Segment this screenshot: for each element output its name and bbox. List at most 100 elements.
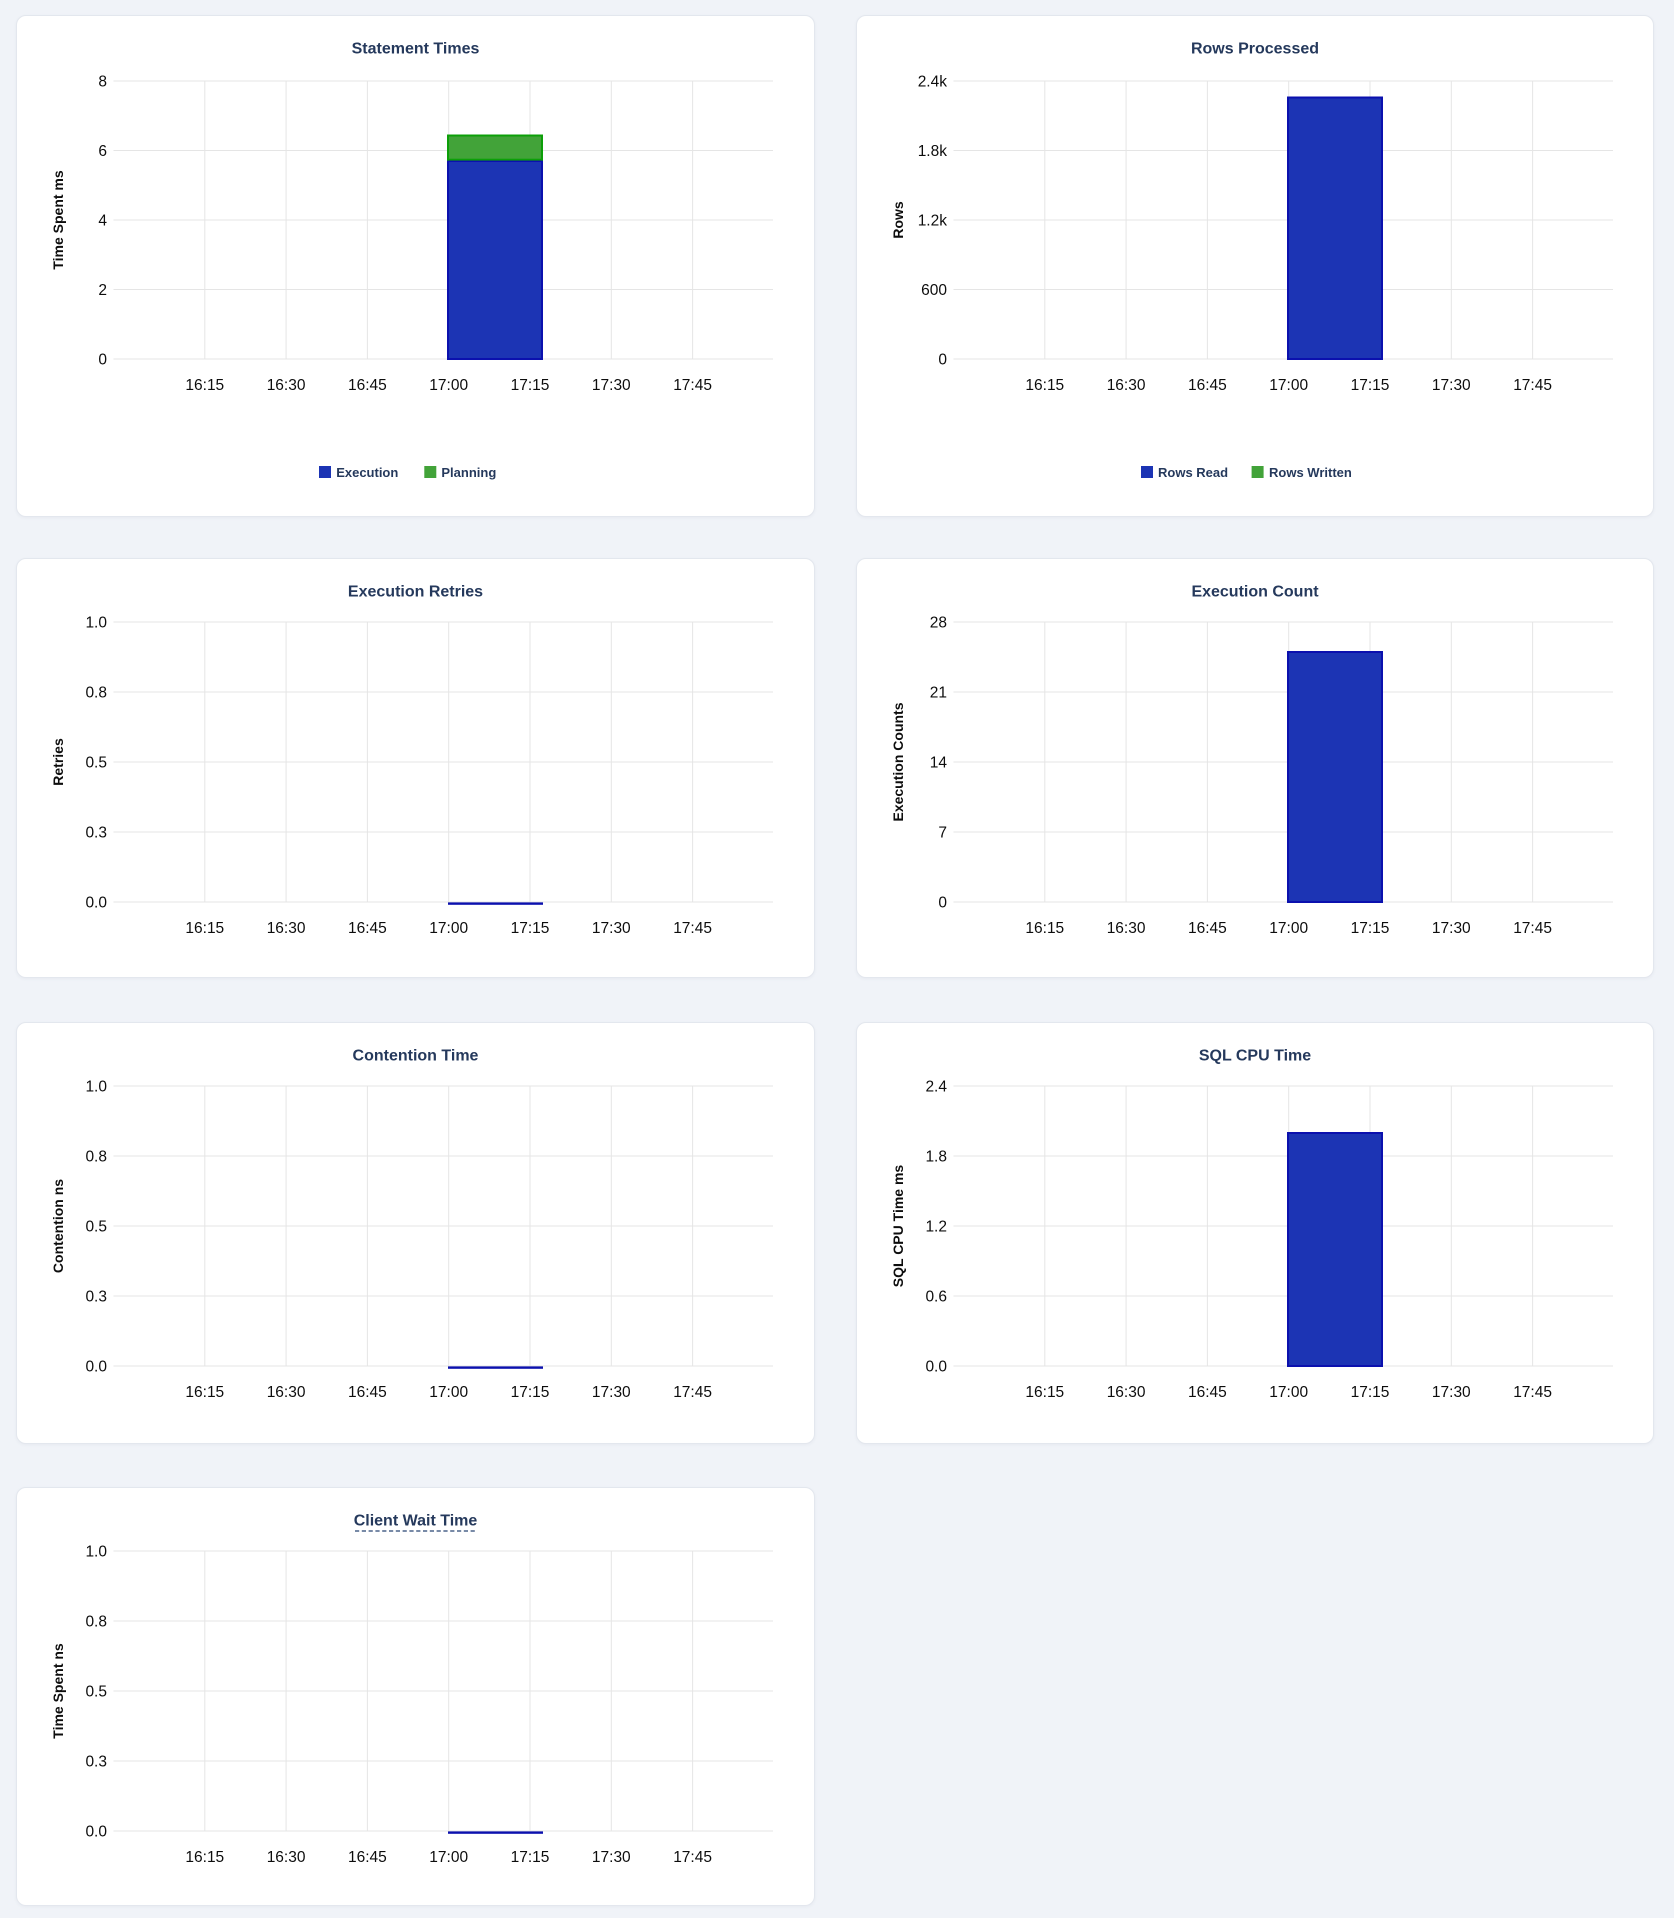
svg-text:16:15: 16:15 [185, 1849, 224, 1866]
svg-text:16:15: 16:15 [1025, 920, 1064, 937]
svg-text:1.8k: 1.8k [918, 143, 948, 160]
svg-text:Time Spent ns: Time Spent ns [50, 1643, 66, 1739]
svg-text:16:45: 16:45 [348, 1849, 387, 1866]
svg-text:Retries: Retries [50, 738, 66, 786]
svg-text:16:45: 16:45 [1188, 1384, 1227, 1401]
svg-text:4: 4 [98, 213, 107, 230]
svg-text:16:45: 16:45 [348, 1384, 387, 1401]
svg-text:16:15: 16:15 [1025, 1384, 1064, 1401]
svg-text:17:15: 17:15 [511, 1384, 550, 1401]
svg-text:16:30: 16:30 [1107, 377, 1146, 394]
svg-text:17:15: 17:15 [511, 920, 550, 937]
svg-text:17:30: 17:30 [592, 1384, 631, 1401]
svg-text:0.5: 0.5 [85, 755, 107, 772]
svg-text:SQL CPU Time ms: SQL CPU Time ms [890, 1165, 906, 1288]
svg-text:6: 6 [98, 143, 107, 160]
svg-text:17:15: 17:15 [1351, 377, 1390, 394]
svg-text:Statement Times: Statement Times [352, 41, 480, 58]
svg-text:Execution: Execution [336, 465, 398, 480]
svg-text:17:45: 17:45 [673, 1384, 712, 1401]
svg-text:16:30: 16:30 [267, 1384, 306, 1401]
svg-text:0.0: 0.0 [925, 1359, 947, 1376]
svg-text:0.8: 0.8 [85, 1149, 107, 1166]
svg-text:17:15: 17:15 [511, 377, 550, 394]
svg-text:Contention Time: Contention Time [353, 1048, 479, 1065]
svg-text:16:30: 16:30 [1107, 920, 1146, 937]
svg-text:17:00: 17:00 [429, 1849, 468, 1866]
svg-text:17:30: 17:30 [592, 377, 631, 394]
svg-text:1.0: 1.0 [85, 1079, 107, 1096]
svg-text:17:45: 17:45 [673, 920, 712, 937]
svg-text:17:45: 17:45 [673, 377, 712, 394]
svg-text:16:30: 16:30 [267, 377, 306, 394]
svg-text:28: 28 [930, 615, 947, 632]
svg-text:Execution Count: Execution Count [1191, 584, 1319, 601]
svg-text:Rows Written: Rows Written [1269, 465, 1352, 480]
svg-text:14: 14 [930, 755, 948, 772]
svg-text:16:30: 16:30 [267, 1849, 306, 1866]
svg-text:17:00: 17:00 [1269, 377, 1308, 394]
svg-text:16:30: 16:30 [267, 920, 306, 937]
svg-text:0.8: 0.8 [85, 685, 107, 702]
svg-text:17:30: 17:30 [1432, 1384, 1471, 1401]
svg-text:0.3: 0.3 [85, 1754, 107, 1771]
svg-text:17:00: 17:00 [429, 377, 468, 394]
svg-text:600: 600 [921, 282, 947, 299]
svg-text:Rows: Rows [890, 201, 906, 239]
svg-text:21: 21 [930, 685, 947, 702]
svg-text:Execution Counts: Execution Counts [890, 702, 906, 821]
svg-text:17:30: 17:30 [1432, 377, 1471, 394]
svg-text:Rows Read: Rows Read [1158, 465, 1228, 480]
svg-text:17:45: 17:45 [1513, 1384, 1552, 1401]
svg-text:17:45: 17:45 [1513, 377, 1552, 394]
svg-text:16:15: 16:15 [185, 377, 224, 394]
svg-text:16:30: 16:30 [1107, 1384, 1146, 1401]
svg-text:7: 7 [938, 825, 947, 842]
svg-text:16:15: 16:15 [185, 1384, 224, 1401]
svg-text:2: 2 [98, 282, 107, 299]
svg-text:17:15: 17:15 [511, 1849, 550, 1866]
svg-text:0: 0 [938, 352, 947, 369]
svg-text:0.6: 0.6 [925, 1289, 947, 1306]
svg-text:1.8: 1.8 [925, 1149, 947, 1166]
svg-text:Contention ns: Contention ns [50, 1179, 66, 1273]
svg-text:16:45: 16:45 [348, 920, 387, 937]
svg-text:16:45: 16:45 [1188, 377, 1227, 394]
svg-text:Execution Retries: Execution Retries [348, 584, 483, 601]
svg-text:17:00: 17:00 [429, 1384, 468, 1401]
svg-text:0.5: 0.5 [85, 1684, 107, 1701]
svg-text:17:30: 17:30 [592, 1849, 631, 1866]
svg-text:17:15: 17:15 [1351, 1384, 1390, 1401]
svg-text:SQL CPU Time: SQL CPU Time [1199, 1048, 1311, 1065]
svg-text:17:30: 17:30 [1432, 920, 1471, 937]
svg-text:2.4k: 2.4k [918, 74, 948, 91]
svg-text:0: 0 [98, 352, 107, 369]
svg-text:16:45: 16:45 [348, 377, 387, 394]
svg-text:8: 8 [98, 74, 107, 91]
svg-text:16:15: 16:15 [1025, 377, 1064, 394]
svg-text:0.0: 0.0 [85, 895, 107, 912]
svg-text:1.0: 1.0 [85, 615, 107, 632]
svg-text:16:45: 16:45 [1188, 920, 1227, 937]
svg-text:Client Wait Time: Client Wait Time [354, 1513, 478, 1530]
svg-text:0.3: 0.3 [85, 1289, 107, 1306]
svg-text:17:00: 17:00 [1269, 920, 1308, 937]
svg-text:Planning: Planning [441, 465, 496, 480]
svg-text:Rows Processed: Rows Processed [1191, 41, 1319, 58]
svg-text:1.2: 1.2 [925, 1219, 947, 1236]
svg-text:Time Spent ms: Time Spent ms [50, 170, 66, 270]
svg-text:17:45: 17:45 [1513, 920, 1552, 937]
svg-text:1.0: 1.0 [85, 1544, 107, 1561]
svg-text:17:45: 17:45 [673, 1849, 712, 1866]
svg-text:17:15: 17:15 [1351, 920, 1390, 937]
svg-text:1.2k: 1.2k [918, 213, 948, 230]
svg-text:0.5: 0.5 [85, 1219, 107, 1236]
svg-text:17:00: 17:00 [1269, 1384, 1308, 1401]
svg-text:17:30: 17:30 [592, 920, 631, 937]
svg-text:0.3: 0.3 [85, 825, 107, 842]
svg-text:17:00: 17:00 [429, 920, 468, 937]
svg-text:0: 0 [938, 895, 947, 912]
svg-text:2.4: 2.4 [925, 1079, 947, 1096]
svg-text:0.0: 0.0 [85, 1824, 107, 1841]
svg-text:16:15: 16:15 [185, 920, 224, 937]
